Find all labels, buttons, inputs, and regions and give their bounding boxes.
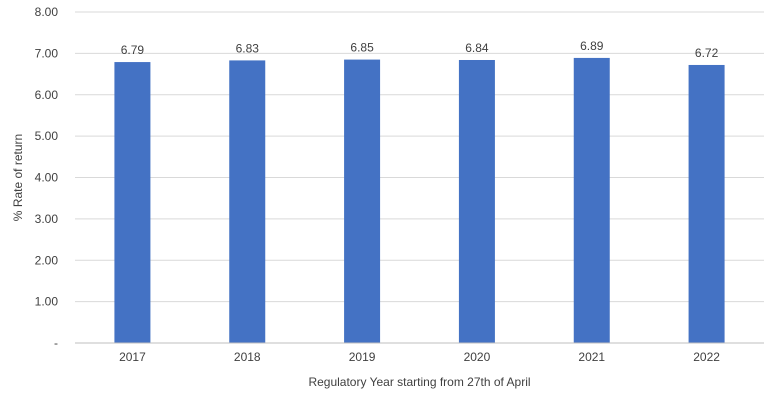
data-label: 6.89 <box>580 39 604 53</box>
data-label: 6.72 <box>695 46 719 60</box>
y-tick-label: 3.00 <box>35 212 59 226</box>
y-tick-label: 4.00 <box>35 171 59 185</box>
y-tick-label: 5.00 <box>35 129 59 143</box>
bar <box>114 62 151 343</box>
x-tick-label: 2020 <box>464 350 491 364</box>
y-axis-title: % Rate of return <box>11 134 25 221</box>
x-tick-label: 2017 <box>119 350 146 364</box>
data-label: 6.83 <box>236 41 260 55</box>
y-tick-label: 7.00 <box>35 46 59 60</box>
x-tick-label: 2019 <box>349 350 376 364</box>
y-tick-label: 2.00 <box>35 253 59 267</box>
y-tick-label: 1.00 <box>35 295 59 309</box>
x-tick-label: 2018 <box>234 350 261 364</box>
y-tick-label: 6.00 <box>35 88 59 102</box>
x-tick-label: 2022 <box>693 350 720 364</box>
data-label: 6.85 <box>350 41 374 55</box>
bar <box>344 59 381 344</box>
y-tick-label: - <box>54 336 58 350</box>
x-axis-ticks: 2017 2018 2019 2020 2021 2022 <box>119 350 720 364</box>
data-label: 6.79 <box>121 43 145 57</box>
bar <box>573 57 610 344</box>
x-tick-label: 2021 <box>578 350 605 364</box>
y-tick-label: 8.00 <box>35 5 59 19</box>
bar <box>688 64 725 344</box>
gridlines <box>75 11 764 303</box>
data-labels: 6.79 6.83 6.85 6.84 6.89 6.72 <box>121 39 719 60</box>
bars <box>114 57 725 344</box>
y-axis-ticks: - 1.00 2.00 3.00 4.00 5.00 6.00 7.00 8.00 <box>35 5 59 350</box>
bar <box>229 60 266 343</box>
bar <box>458 59 495 344</box>
data-label: 6.84 <box>465 41 489 55</box>
x-axis-title: Regulatory Year starting from 27th of Ap… <box>308 375 530 389</box>
